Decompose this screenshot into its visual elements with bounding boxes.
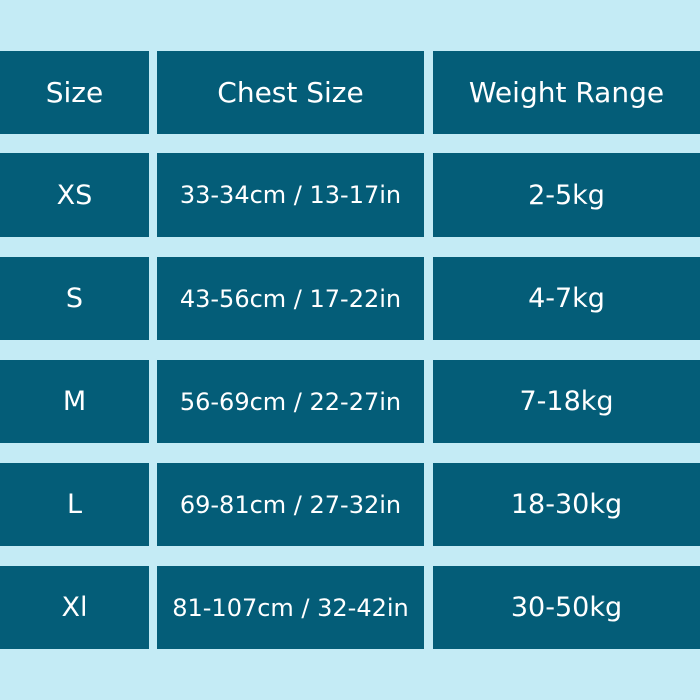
cell-weight-range: 2-5kg (433, 153, 700, 237)
cell-weight-range: 7-18kg (433, 360, 700, 443)
cell-chest-size: 81-107cm / 32-42in (157, 566, 424, 649)
cell-weight-range: 18-30kg (433, 463, 700, 546)
cell-size: S (0, 257, 149, 340)
cell-size-text: S (65, 283, 84, 314)
cell-chest-size-text: 43-56cm / 17-22in (179, 284, 402, 313)
cell-size: M (0, 360, 149, 443)
cell-weight-range-text: 7-18kg (519, 386, 614, 417)
cell-size: L (0, 463, 149, 546)
cell-chest-size-text: 81-107cm / 32-42in (172, 593, 409, 622)
header-weight-range-text: Weight Range (468, 76, 665, 109)
cell-chest-size: 69-81cm / 27-32in (157, 463, 424, 546)
cell-chest-size-text: 69-81cm / 27-32in (179, 490, 402, 519)
cell-size-text: XS (56, 179, 93, 211)
cell-chest-size: 43-56cm / 17-22in (157, 257, 424, 340)
cell-weight-range: 30-50kg (433, 566, 700, 649)
cell-size-text: Xl (61, 592, 88, 623)
cell-weight-range-text: 4-7kg (528, 283, 605, 314)
cell-chest-size-text: 56-69cm / 22-27in (179, 387, 402, 416)
header-weight-range: Weight Range (433, 51, 700, 134)
header-chest-size-text: Chest Size (217, 76, 364, 109)
cell-weight-range-text: 30-50kg (510, 592, 623, 623)
header-size: Size (0, 51, 149, 134)
cell-size: XS (0, 153, 149, 237)
header-chest-size: Chest Size (157, 51, 424, 134)
cell-weight-range: 4-7kg (433, 257, 700, 340)
cell-weight-range-text: 18-30kg (510, 489, 623, 520)
cell-size-text: L (66, 489, 83, 520)
cell-chest-size: 56-69cm / 22-27in (157, 360, 424, 443)
cell-size: Xl (0, 566, 149, 649)
cell-chest-size: 33-34cm / 13-17in (157, 153, 424, 237)
cell-size-text: M (62, 386, 87, 417)
cell-weight-range-text: 2-5kg (528, 179, 605, 211)
header-size-text: Size (45, 76, 104, 109)
cell-chest-size-text: 33-34cm / 13-17in (179, 181, 402, 209)
